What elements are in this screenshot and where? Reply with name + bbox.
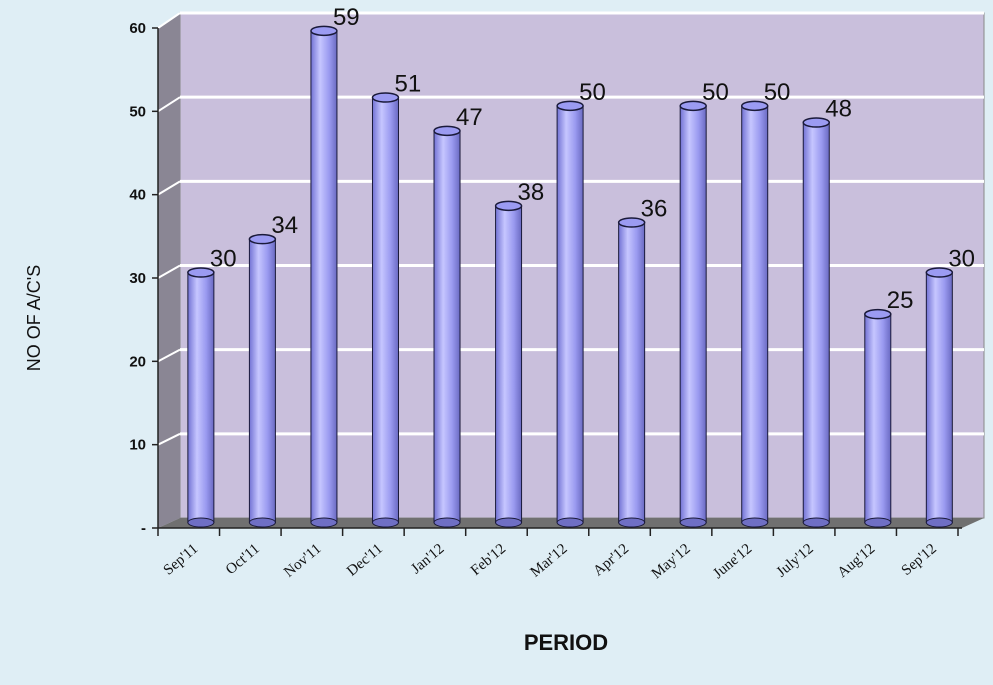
bar-body xyxy=(619,223,645,523)
bar-base xyxy=(311,518,337,527)
x-tick-label: May'12 xyxy=(649,541,694,582)
y-tick-label: 10 xyxy=(129,437,146,454)
bar-body xyxy=(434,131,460,523)
bar-base xyxy=(249,518,275,527)
y-tick-label: 60 xyxy=(129,20,146,37)
bar xyxy=(680,101,706,527)
data-label: 30 xyxy=(948,246,975,273)
bar xyxy=(926,268,952,527)
bar-body xyxy=(680,106,706,523)
data-label: 38 xyxy=(518,179,545,206)
bar-base xyxy=(496,518,522,527)
y-tick-label: 40 xyxy=(129,187,146,204)
data-label: 50 xyxy=(579,79,606,106)
data-label: 25 xyxy=(887,287,914,314)
x-tick-label: June'12 xyxy=(710,541,755,582)
bar-base xyxy=(619,518,645,527)
x-tick-label: Sep'11 xyxy=(161,541,202,579)
data-label: 50 xyxy=(764,79,791,106)
bar-body xyxy=(926,273,952,523)
bar-base xyxy=(557,518,583,527)
bar xyxy=(619,218,645,527)
data-label: 51 xyxy=(394,71,421,98)
bar xyxy=(496,201,522,527)
bar-body xyxy=(496,206,522,523)
bar-body xyxy=(188,273,214,523)
x-axis-title: PERIOD xyxy=(524,630,608,655)
x-tick-label: Jan'12 xyxy=(408,541,447,577)
y-tick-label: 20 xyxy=(129,353,146,370)
x-tick-label: July'12 xyxy=(774,541,817,581)
bar-base xyxy=(188,518,214,527)
bar-body xyxy=(865,314,891,522)
bar-body xyxy=(311,31,337,523)
y-tick-label: 50 xyxy=(129,103,146,120)
bar-base xyxy=(742,518,768,527)
bar-body xyxy=(557,106,583,523)
data-label: 47 xyxy=(456,104,483,131)
bar-body xyxy=(249,239,275,522)
bar xyxy=(188,268,214,527)
x-tick-label: Nov'11 xyxy=(281,541,324,581)
bar-body xyxy=(803,123,829,523)
bar xyxy=(742,101,768,527)
x-tick-label: Mar'12 xyxy=(528,541,571,581)
x-tick-label: Feb'12 xyxy=(468,541,509,579)
data-label: 36 xyxy=(641,196,668,223)
data-label: 59 xyxy=(333,4,360,31)
bar xyxy=(557,101,583,527)
bar-base xyxy=(372,518,398,527)
x-tick-label: Oct'11 xyxy=(223,541,263,578)
bar-body xyxy=(372,98,398,523)
y-tick-label: 30 xyxy=(129,270,146,287)
x-axis: Sep'11 Oct'11 Nov'11 Dec'11 Jan'12 Feb'12 Mar'… xyxy=(158,528,962,582)
side-wall xyxy=(158,13,180,528)
bar-base xyxy=(680,518,706,527)
data-label: 48 xyxy=(825,96,852,123)
bar xyxy=(372,93,398,527)
bar-base xyxy=(926,518,952,527)
bar-body xyxy=(742,106,768,523)
bar-base xyxy=(434,518,460,527)
x-tick-label: Sep'12 xyxy=(899,541,940,579)
data-label: 34 xyxy=(271,212,298,239)
x-tick-label: Dec'11 xyxy=(344,541,386,580)
bar xyxy=(434,126,460,527)
bar-base xyxy=(803,518,829,527)
bar xyxy=(311,26,337,527)
y-axis-title: NO OF A/C'S xyxy=(24,265,44,371)
bar xyxy=(249,235,275,527)
x-tick-label: Apr'12 xyxy=(590,541,632,580)
bar-base xyxy=(865,518,891,527)
x-tick-label: Aug'12 xyxy=(835,541,879,581)
data-label: 50 xyxy=(702,79,729,106)
bar xyxy=(865,310,891,527)
bar xyxy=(803,118,829,527)
y-axis: - 10 20 30 40 50 60 xyxy=(129,20,158,537)
data-label: 30 xyxy=(210,246,237,273)
y-tick-label: - xyxy=(141,520,146,537)
